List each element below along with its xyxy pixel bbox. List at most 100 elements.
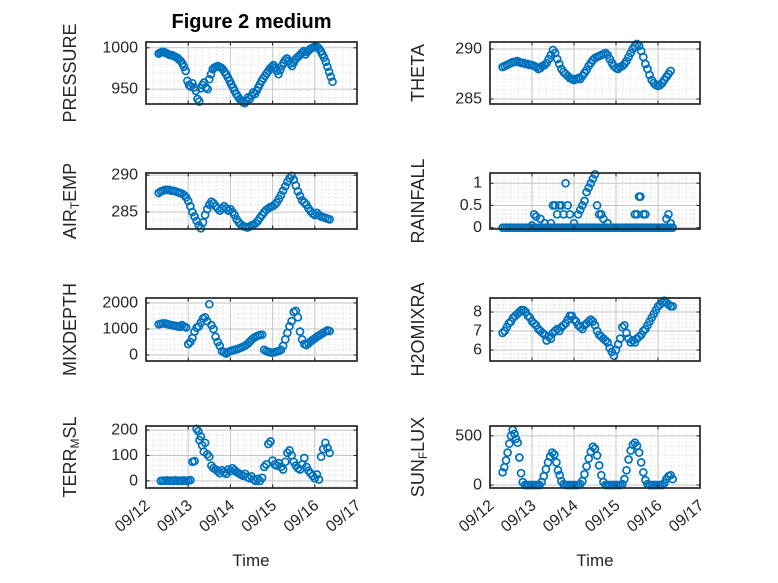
data-point-marker	[636, 458, 646, 467]
tick-marks	[489, 298, 701, 361]
data-point-marker	[626, 338, 636, 347]
subplot-PRESSURE: 950 1000 PRESSURE	[60, 23, 358, 123]
y-tick-label: 0	[473, 219, 482, 236]
data-point-marker	[253, 474, 263, 484]
y-tick-label: 0.5	[460, 197, 482, 214]
data-point-marker	[515, 453, 524, 462]
data-point-marker	[204, 299, 214, 309]
data-point-marker	[285, 173, 294, 183]
y-tick-label: 1000	[102, 320, 138, 337]
data-point-marker	[510, 429, 519, 439]
data-point-marker	[531, 212, 541, 221]
data-point-marker	[620, 320, 629, 330]
data-point-marker	[592, 201, 602, 210]
x-tick-label: 09/13	[154, 497, 196, 536]
data-point-marker	[552, 324, 562, 334]
x-tick-label: 09/15	[239, 497, 281, 536]
data-point-marker	[628, 336, 638, 345]
data-point-marker	[230, 210, 239, 220]
data-point-marker	[578, 201, 587, 210]
data-point-marker	[503, 448, 512, 457]
data-point-marker	[257, 473, 267, 483]
data-point-marker	[295, 191, 305, 201]
data-point-marker	[297, 195, 307, 205]
y-tick-label: 285	[455, 91, 482, 108]
data-point-marker	[198, 218, 208, 227]
x-axis-label-left: Time	[232, 551, 270, 570]
data-point-marker	[575, 322, 585, 332]
data-point-marker	[588, 442, 598, 452]
subplot-AIR_TEMP: 285 290 AIRT​EMP	[60, 163, 358, 239]
data-point-marker	[181, 66, 191, 76]
data-point-marker	[194, 97, 204, 106]
data-point-marker	[274, 69, 283, 79]
data-point-marker	[201, 83, 211, 92]
data-point-marker	[634, 332, 644, 342]
data-point-marker	[204, 452, 214, 462]
y-tick-label: 100	[111, 447, 138, 464]
tick-marks	[145, 173, 358, 229]
data-point-marker	[561, 178, 570, 188]
data-point-marker	[190, 212, 199, 221]
data-point-marker	[553, 465, 563, 475]
data-point-marker	[209, 324, 218, 334]
data-point-marker	[270, 200, 280, 210]
data-point-marker	[668, 301, 678, 311]
y-tick-label: 7	[473, 323, 482, 340]
y-axis-label-RAINFALL: RAINFALL	[408, 158, 428, 243]
subplot-MIXDEPTH: 0 1000 2000 MIXDEPTH	[60, 283, 358, 376]
data-point-marker	[594, 461, 604, 470]
data-point-marker	[552, 458, 561, 467]
y-tick-label: 0	[129, 347, 138, 364]
subplot-H2OMIXRA: 67 8 H2OMIXRA	[408, 282, 701, 377]
data-point-marker	[285, 322, 294, 331]
data-point-marker	[188, 78, 197, 88]
y-axis-label-THETA: THETA	[408, 44, 428, 102]
data-point-marker	[183, 196, 193, 206]
data-point-marker	[573, 209, 583, 219]
data-point-marker	[601, 48, 610, 58]
data-point-marker	[325, 215, 334, 224]
data-point-marker	[221, 204, 231, 213]
data-point-marker	[622, 465, 631, 475]
data-point-marker	[588, 174, 598, 184]
data-point-marker	[312, 470, 322, 479]
subplot-SUN_FLUX: 0 500 SUNF​LUX 09/1209/1309/1409/1509/1609/…	[408, 417, 708, 536]
data-point-marker	[200, 438, 210, 448]
data-point-marker	[179, 62, 189, 72]
data-point-marker	[547, 448, 557, 457]
data-point-marker	[590, 169, 600, 179]
tick-marks	[489, 42, 701, 104]
data-point-marker	[550, 326, 560, 336]
data-point-marker	[586, 178, 596, 188]
data-point-marker	[203, 84, 212, 94]
data-point-marker	[323, 443, 332, 453]
y-tick-label: 8	[473, 304, 482, 321]
tick-marks	[489, 426, 701, 488]
data-point-marker	[596, 209, 606, 219]
data-point-marker	[215, 341, 225, 351]
figure-title: Figure 2 medium	[171, 11, 332, 33]
scatter-series-H2OMIXRA	[498, 296, 678, 361]
y-tick-label: 200	[111, 422, 138, 439]
data-point-marker	[280, 457, 290, 467]
data-point-marker	[655, 80, 665, 90]
axes-box	[489, 425, 701, 489]
data-point-marker	[529, 209, 539, 219]
data-point-marker	[615, 334, 625, 343]
data-point-marker	[641, 59, 650, 69]
axes-box	[489, 297, 701, 362]
data-point-marker	[666, 218, 675, 228]
data-point-marker	[261, 460, 271, 469]
data-point-marker	[211, 332, 220, 342]
y-tick-label: 6	[473, 341, 482, 358]
data-point-marker	[319, 53, 329, 63]
data-point-marker	[314, 475, 324, 484]
scatter-series-PRESSURE	[154, 41, 337, 108]
data-point-marker	[321, 57, 331, 67]
axes-box	[145, 425, 358, 489]
scatter-series-AIR_TEMP	[154, 171, 334, 233]
data-point-marker	[580, 196, 589, 206]
y-tick-label: 1000	[102, 39, 138, 56]
